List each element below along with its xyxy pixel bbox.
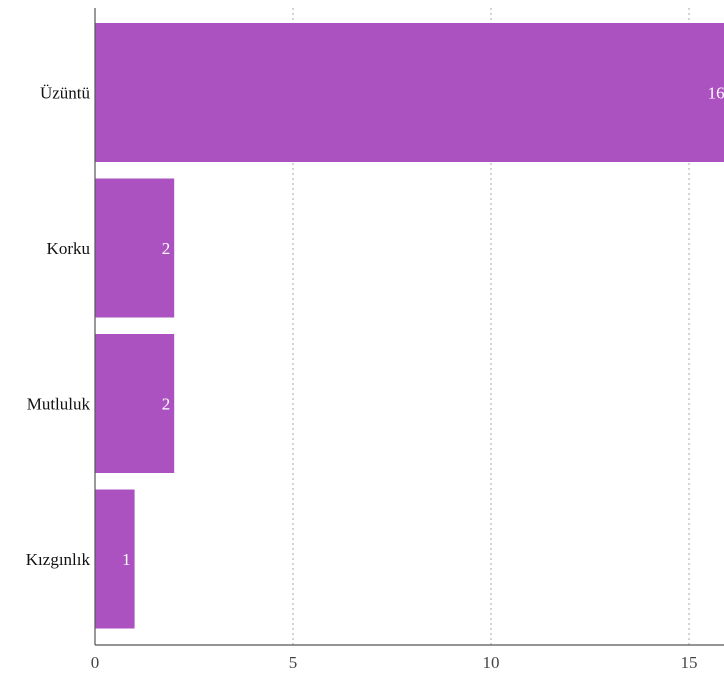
value-labels: 16 2 2 1 <box>122 84 724 570</box>
x-tick-label: 5 <box>289 653 298 672</box>
bar-2 <box>95 334 175 473</box>
category-label: Korku <box>47 239 91 258</box>
bar-0 <box>95 23 724 162</box>
bar-3 <box>95 489 135 629</box>
category-label: Mutluluk <box>27 395 91 414</box>
value-label: 2 <box>162 395 171 414</box>
category-label: Üzüntü <box>40 84 91 103</box>
value-label: 16 <box>708 84 724 103</box>
bar-1 <box>95 178 175 318</box>
value-label: 1 <box>122 550 131 569</box>
bars <box>95 23 724 629</box>
x-tick-label: 0 <box>91 653 100 672</box>
x-tick-label: 15 <box>681 653 698 672</box>
x-tick-labels: 0 5 10 15 <box>91 653 698 672</box>
category-labels: Üzüntü Korku Mutluluk Kızgınlık <box>26 84 91 570</box>
value-label: 2 <box>162 239 171 258</box>
category-label: Kızgınlık <box>26 550 91 569</box>
x-tick-label: 10 <box>483 653 500 672</box>
